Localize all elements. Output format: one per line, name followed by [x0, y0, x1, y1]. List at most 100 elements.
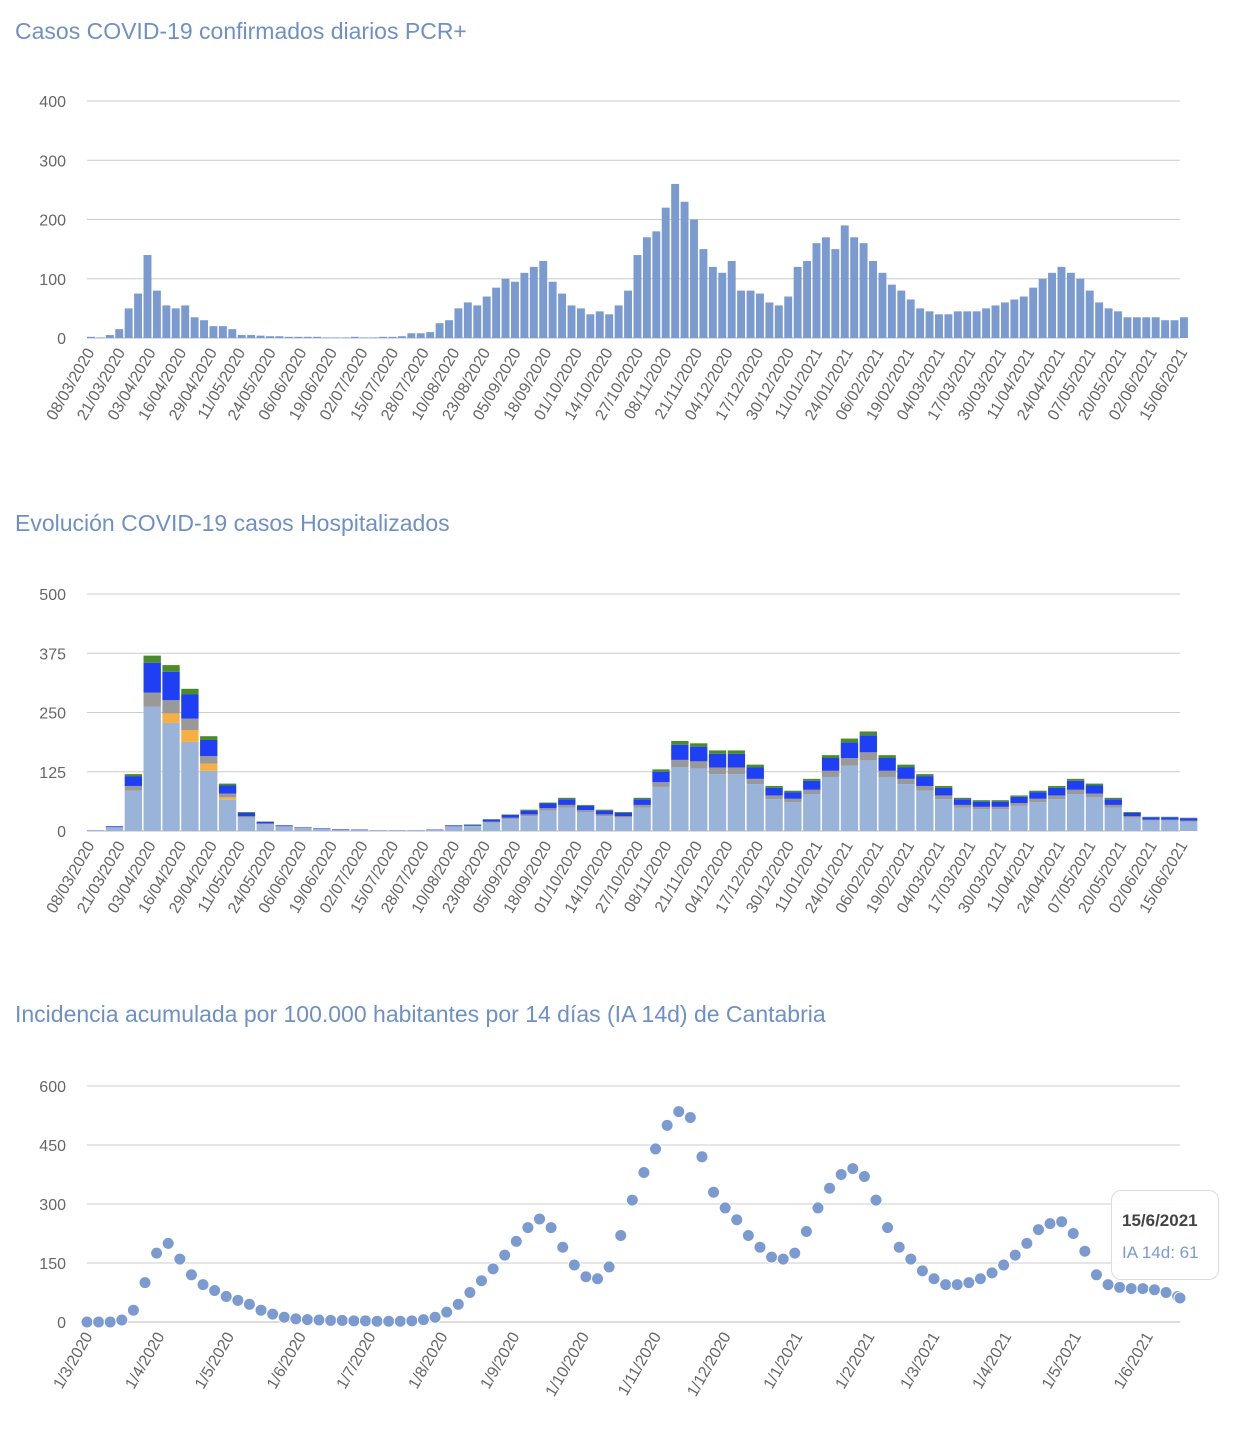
data-point	[196, 1278, 210, 1292]
bar	[690, 743, 708, 747]
bar	[1010, 795, 1028, 797]
bar	[256, 821, 274, 824]
y-tick-label: 150	[39, 1256, 66, 1273]
bar	[87, 336, 95, 338]
bar	[435, 323, 444, 338]
bar	[1076, 278, 1085, 338]
data-point	[1113, 1280, 1127, 1294]
bar	[200, 320, 208, 338]
bar	[520, 816, 538, 831]
bar	[972, 800, 991, 802]
bar	[746, 767, 764, 779]
bar	[671, 183, 680, 338]
data-point	[358, 1314, 372, 1328]
data-point	[695, 1150, 709, 1164]
bar	[708, 750, 727, 754]
bar	[614, 817, 632, 831]
bar	[445, 320, 453, 338]
bar	[369, 830, 388, 831]
bar	[275, 826, 293, 831]
bar	[247, 335, 256, 338]
bar	[595, 814, 614, 817]
bar	[633, 255, 642, 338]
data-point	[591, 1272, 605, 1286]
bar	[237, 816, 256, 818]
bar	[850, 237, 859, 338]
bar	[1029, 802, 1047, 831]
bar	[1066, 794, 1085, 831]
bar	[605, 314, 614, 338]
bar	[1038, 278, 1047, 338]
bar	[407, 333, 416, 338]
data-point	[718, 1201, 732, 1215]
bar	[878, 758, 896, 771]
bar	[784, 802, 802, 831]
bar	[520, 809, 538, 811]
bar	[727, 774, 746, 831]
y-tick-label: 300	[39, 1197, 66, 1214]
bar	[539, 803, 557, 809]
bar	[200, 739, 218, 757]
x-tick-label: 1/7/2020	[334, 1329, 380, 1392]
bar	[520, 272, 529, 338]
bar	[350, 336, 359, 338]
y-tick-label: 450	[39, 1138, 66, 1155]
bar	[237, 817, 256, 831]
bar	[105, 826, 124, 828]
bar	[162, 700, 180, 714]
bar	[209, 326, 218, 338]
bar	[803, 260, 812, 338]
bar	[369, 337, 378, 338]
bar	[1123, 812, 1141, 817]
bar	[218, 783, 237, 786]
bar	[1142, 819, 1160, 821]
bar	[162, 722, 180, 831]
bar	[595, 816, 614, 831]
data-point	[300, 1313, 314, 1327]
bar	[840, 742, 859, 759]
bar	[916, 790, 934, 831]
data-point	[544, 1221, 558, 1235]
bar	[935, 787, 953, 796]
bar	[1048, 795, 1066, 800]
bar	[821, 755, 840, 759]
x-tick-label: 1/3/2020	[51, 1329, 97, 1392]
bar	[181, 305, 190, 338]
bar	[586, 314, 595, 338]
bar	[595, 311, 604, 338]
bar	[614, 816, 632, 818]
bar	[482, 296, 491, 338]
data-point	[382, 1314, 396, 1328]
data-point	[579, 1270, 593, 1284]
bar	[576, 308, 585, 338]
bar	[1066, 272, 1075, 338]
bar	[859, 735, 877, 753]
bar	[1048, 787, 1066, 796]
bar	[190, 317, 199, 338]
data-point	[115, 1313, 129, 1327]
x-tick-label: 1/8/2020	[406, 1329, 452, 1392]
bar	[124, 308, 133, 338]
data-point	[1031, 1223, 1045, 1237]
data-point	[730, 1213, 744, 1227]
bar	[1048, 785, 1066, 788]
data-point	[509, 1234, 523, 1248]
data-point	[1078, 1244, 1092, 1258]
data-point	[683, 1110, 697, 1124]
y-tick-label: 250	[39, 706, 66, 723]
bar	[727, 750, 746, 754]
bar	[143, 655, 161, 663]
bar	[821, 776, 840, 831]
data-point	[811, 1201, 825, 1215]
bar	[511, 281, 519, 338]
data-point	[672, 1105, 686, 1119]
bar	[972, 311, 981, 338]
bar	[840, 765, 859, 831]
bar	[821, 758, 840, 771]
y-tick-label: 0	[57, 824, 66, 841]
data-point	[753, 1240, 767, 1254]
x-tick-label: 1/6/2021	[1111, 1329, 1157, 1392]
bar	[143, 255, 152, 338]
bar	[124, 785, 143, 791]
y-tick-label: 375	[39, 646, 66, 663]
